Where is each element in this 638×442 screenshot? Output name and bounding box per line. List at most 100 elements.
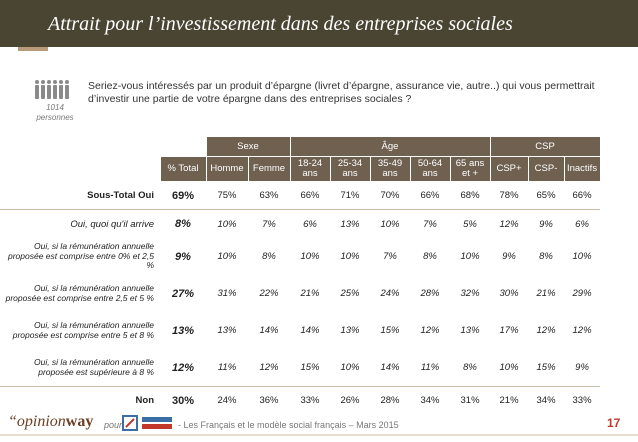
cell: 34%: [420, 395, 440, 406]
cell: 66%: [410, 181, 450, 210]
cell: 9%: [502, 251, 516, 262]
cell: 33%: [572, 395, 592, 406]
table-row: Sous-Total Oui 69% 75% 63% 66% 71% 70% 6…: [0, 181, 601, 210]
cell: 66%: [564, 181, 601, 210]
group-header-row: Sexe Âge CSP: [0, 136, 601, 157]
cell: 63%: [248, 181, 290, 210]
col-18-24: 18-24 ans: [289, 156, 331, 182]
col-csp-plus: CSP+: [489, 156, 529, 182]
cell: 10%: [217, 251, 237, 262]
cell: 34%: [536, 395, 556, 406]
people-icon: [35, 80, 69, 99]
cell: 21%: [300, 288, 320, 299]
cell: 12%: [536, 325, 556, 336]
footer-divider: [0, 434, 638, 436]
sample-unit: personnes: [36, 113, 74, 122]
cell: 15%: [290, 349, 330, 387]
cell: 21%: [499, 395, 519, 406]
cell-total: 30%: [171, 394, 195, 407]
sample-count: 1014: [46, 103, 64, 112]
group-sexe: Sexe: [205, 136, 291, 157]
cell: 31%: [217, 288, 237, 299]
table-row: Oui, si la rémunération annuelle proposé…: [0, 275, 600, 312]
col-inactifs: Inactifs: [563, 156, 601, 182]
cell: 28%: [420, 288, 440, 299]
cell: 65%: [528, 181, 565, 210]
cell: 29%: [572, 288, 592, 299]
cell: 13%: [340, 218, 360, 230]
cell: 70%: [370, 181, 410, 210]
cell: 12%: [248, 349, 290, 387]
table-row: Oui, quoi qu'il arrive 8% 10% 7% 6% 13% …: [0, 210, 600, 239]
title-accent: [18, 47, 48, 51]
sample-base: 1014 personnes: [30, 103, 80, 123]
cell: 8%: [539, 251, 553, 262]
col-65-plus: 65 ans et +: [449, 156, 491, 182]
cell: 75%: [206, 181, 248, 210]
column-header-row: % Total Homme Femme 18-24 ans 25-34 ans …: [0, 156, 601, 182]
cell: 8%: [423, 251, 437, 262]
cell: 10%: [340, 251, 360, 262]
blank-cell: [0, 137, 160, 157]
cell-total: 8%: [175, 218, 191, 230]
table-row: Non 30% 24% 36% 33% 26% 28% 34% 31% 21% …: [0, 387, 600, 415]
cell: 9%: [564, 349, 601, 387]
group-age: Âge: [289, 136, 491, 157]
cell: 11%: [206, 349, 248, 387]
cell: 6%: [303, 218, 317, 230]
col-50-64: 50-64 ans: [409, 156, 451, 182]
cell: 22%: [259, 288, 279, 299]
opinionway-logo: “opinionway: [8, 413, 93, 431]
cell: 8%: [262, 251, 276, 262]
cell: 26%: [340, 395, 360, 406]
table-row: Oui, si la rémunération annuelle proposé…: [0, 238, 600, 275]
logo-text: “opinion: [8, 413, 66, 430]
cell: 10%: [572, 251, 592, 262]
cell: 14%: [370, 349, 410, 387]
row-label: Sous-Total Oui: [0, 181, 160, 210]
table-row: Oui, si la rémunération annuelle proposé…: [0, 349, 601, 387]
page-number: 17: [607, 416, 621, 430]
cell: 36%: [259, 395, 279, 406]
cell-total: 69%: [160, 181, 206, 210]
row-label: Oui, si la rémunération annuelle proposé…: [8, 241, 154, 271]
cell: 5%: [463, 218, 477, 230]
table-row: Oui, si la rémunération annuelle proposé…: [0, 312, 600, 349]
cell: 15%: [528, 349, 565, 387]
row-label: Oui, quoi qu'il arrive: [70, 218, 154, 230]
cell-total: 12%: [160, 349, 206, 387]
cell: 24%: [380, 288, 400, 299]
cell: 13%: [460, 325, 480, 336]
survey-question: Seriez-vous intéressés par un produit d’…: [88, 80, 595, 105]
col-25-34: 25-34 ans: [329, 156, 371, 182]
cell: 28%: [380, 395, 400, 406]
cell: 33%: [300, 395, 320, 406]
cell: 7%: [262, 218, 276, 230]
cell: 15%: [380, 325, 400, 336]
cell: 14%: [259, 325, 279, 336]
cell: 10%: [490, 349, 529, 387]
cell: 8%: [450, 349, 491, 387]
slide-title: Attrait pour l’investissement dans des e…: [48, 13, 513, 35]
cell: 68%: [450, 181, 491, 210]
cell: 10%: [460, 251, 480, 262]
cell-total: 13%: [171, 324, 195, 337]
cell: 71%: [330, 181, 370, 210]
cell: 12%: [420, 325, 440, 336]
title-bar: Attrait pour l’investissement dans des e…: [0, 0, 638, 51]
cell: 11%: [410, 349, 450, 387]
col-35-49: 35-49 ans: [369, 156, 411, 182]
cell: 13%: [340, 325, 360, 336]
cell: 10%: [217, 218, 237, 230]
cell: 12%: [499, 218, 519, 230]
cell: 9%: [539, 218, 553, 230]
row-label: Oui, si la rémunération annuelle proposé…: [0, 349, 160, 387]
group-csp: CSP: [489, 136, 601, 157]
cell: 14%: [300, 325, 320, 336]
cell: 66%: [290, 181, 330, 210]
cell: 25%: [340, 288, 360, 299]
cell: 32%: [460, 288, 480, 299]
cell: 7%: [383, 251, 397, 262]
cell-total: 27%: [171, 287, 195, 300]
cell: 12%: [572, 325, 592, 336]
